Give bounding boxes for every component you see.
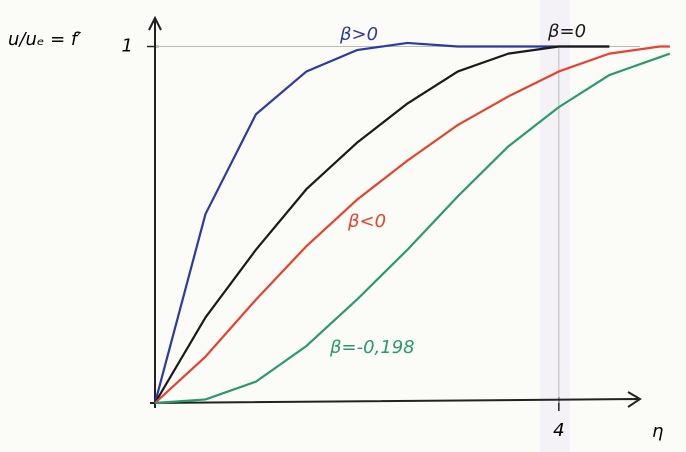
series-label: β=0 — [547, 21, 586, 42]
x-tick-label: 4 — [553, 420, 564, 441]
paper-fold — [540, 0, 570, 452]
chart: u/uₑ = f′ η 1 4 β>0 β=0 β<0 β=-0,198 — [0, 0, 686, 452]
y-tick-label: 1 — [122, 36, 133, 57]
series-label: β>0 — [339, 24, 378, 45]
paper — [0, 0, 686, 452]
x-axis-label: η — [652, 421, 663, 442]
series-label: β=-0,198 — [329, 337, 415, 358]
y-axis-label: u/uₑ = f′ — [8, 29, 81, 50]
series-label: β<0 — [347, 211, 386, 232]
